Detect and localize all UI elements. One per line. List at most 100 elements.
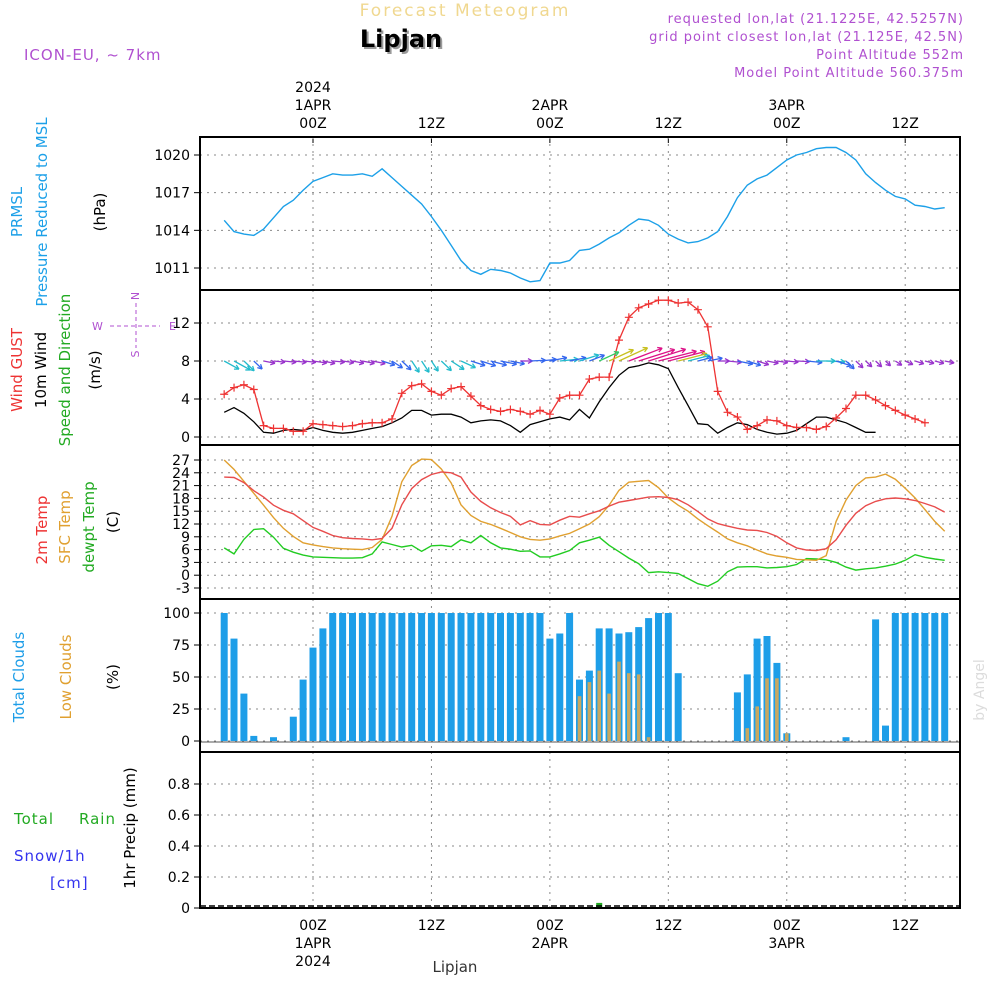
- bottom-time-label: 1APR: [295, 936, 332, 952]
- total-cloud-bar: [901, 613, 909, 741]
- gust-marker: [624, 313, 633, 322]
- gust-marker: [496, 407, 505, 416]
- total-cloud-bar: [299, 679, 307, 741]
- low-cloud-bar: [577, 696, 582, 741]
- total-cloud-bar: [368, 613, 376, 741]
- temp-sfc-label: SFC Temp: [56, 490, 74, 563]
- total-cloud-bar: [526, 613, 534, 741]
- footer-location: Lipjan: [433, 958, 478, 976]
- gust-marker: [841, 404, 850, 413]
- wind-ytick-label: 8: [181, 354, 190, 370]
- pressure-unit-label: (hPa): [91, 193, 109, 232]
- gust-marker: [832, 414, 841, 422]
- pressure-series: [223, 146, 945, 283]
- wind-arrow: [865, 360, 873, 368]
- top-time-axis: 2024 1APR 00Z 12Z 2APR 00Z 12Z 3APR 00Z 12Z: [295, 80, 919, 143]
- low-cloud-bar: [646, 737, 651, 741]
- total-cloud-bar: [467, 613, 475, 741]
- wind-arrow-head: [369, 359, 375, 366]
- total-cloud-bar: [882, 725, 889, 741]
- wind-arrow-head: [949, 359, 955, 365]
- gust-marker: [239, 380, 248, 389]
- gust-marker: [466, 392, 475, 401]
- total-cloud-bar: [358, 613, 366, 741]
- temp-series: [223, 458, 946, 588]
- location-title: Lipjan: [360, 25, 442, 53]
- low-cloud-bar: [785, 733, 789, 741]
- temp-ytick-label: -3: [176, 581, 190, 597]
- wind-arrow: [579, 354, 599, 362]
- wind-unit-label: (m/s): [86, 350, 104, 389]
- wind-arrow: [391, 360, 403, 369]
- wind-arrow: [608, 349, 634, 362]
- total-cloud-bar: [319, 628, 327, 741]
- low-cloud-bar: [745, 728, 750, 741]
- gust-marker: [901, 411, 910, 420]
- gust-marker: [911, 414, 920, 423]
- top-time-label: 2024: [295, 80, 331, 96]
- wind-arrow-head: [414, 367, 420, 373]
- gust-marker: [269, 424, 278, 433]
- gust-marker: [279, 424, 288, 433]
- location-title-shadow: Lipjan: [362, 27, 444, 55]
- wind-arrow: [628, 347, 663, 362]
- gust-marker: [555, 394, 564, 403]
- bottom-time-label: 12Z: [655, 918, 682, 934]
- wind-arrow-head: [782, 359, 789, 365]
- temp-ytick-label: 12: [172, 517, 190, 533]
- total-cloud-bar: [753, 638, 761, 741]
- wind-arrow: [776, 360, 788, 364]
- wind-arrow-head: [257, 364, 263, 370]
- gust-marker: [753, 421, 762, 430]
- temp-ytick-label: 9: [181, 530, 190, 546]
- gust-marker: [812, 425, 821, 434]
- precip-ytick-label: 0: [181, 901, 190, 917]
- wind-arrow: [835, 360, 852, 367]
- gust-marker: [447, 384, 456, 393]
- pressure-ytick-label: 1017: [154, 186, 190, 202]
- gust-marker: [220, 390, 229, 399]
- wind-arrow-head: [348, 359, 355, 366]
- total-cloud-bar: [289, 716, 297, 741]
- wind-side-labels: Wind GUST 10m Wind Speed and Direction (…: [8, 292, 176, 446]
- wind-arrow: [638, 348, 675, 362]
- gust-marker: [891, 406, 900, 415]
- wind-arrow-head: [928, 359, 935, 366]
- total-cloud-bar: [388, 613, 396, 741]
- wind-series: [220, 296, 929, 436]
- gust-marker: [605, 373, 614, 382]
- wind-arrow: [687, 354, 710, 362]
- total-cloud-bar: [230, 638, 238, 741]
- wind-ytick-label: 0: [181, 430, 190, 446]
- wind-arrow: [766, 360, 779, 364]
- wind-arrow: [658, 350, 697, 362]
- gust-marker: [920, 418, 929, 427]
- gust-marker: [328, 421, 337, 430]
- total-cloud-bar: [921, 613, 929, 741]
- total-cloud-bar: [536, 613, 544, 741]
- wind-arrow: [618, 347, 648, 362]
- wind-arrow: [678, 352, 708, 362]
- wind-arrow: [924, 360, 935, 364]
- pressure-ytick-label: 1020: [154, 148, 190, 164]
- wind-arrow: [747, 360, 761, 366]
- total-cloud-bar: [349, 613, 356, 741]
- total-cloud-bar: [398, 613, 406, 741]
- wind-speed-dir-label: Speed and Direction: [56, 294, 74, 447]
- wind-arrow: [322, 360, 336, 365]
- wind-arrow: [500, 360, 517, 365]
- wind-arrow: [875, 360, 883, 368]
- low-cloud-bar: [617, 661, 621, 741]
- total-cloud-bar: [931, 613, 939, 741]
- bottom-time-axis: 00Z 1APR 2024 12Z 00Z 2APR 12Z 00Z 3APR 12Z: [295, 918, 919, 970]
- gust-marker: [545, 410, 554, 419]
- pressure-ytick-label: 1014: [154, 223, 190, 239]
- gust-marker: [338, 422, 347, 431]
- compass-rose-icon: N S W E: [92, 292, 176, 358]
- snow-unit-label: [cm]: [50, 874, 89, 892]
- wind-arrow: [904, 360, 914, 366]
- total-cloud-bar: [427, 613, 435, 741]
- wind-arrows: [223, 346, 955, 373]
- total-cloud-bar: [487, 613, 495, 741]
